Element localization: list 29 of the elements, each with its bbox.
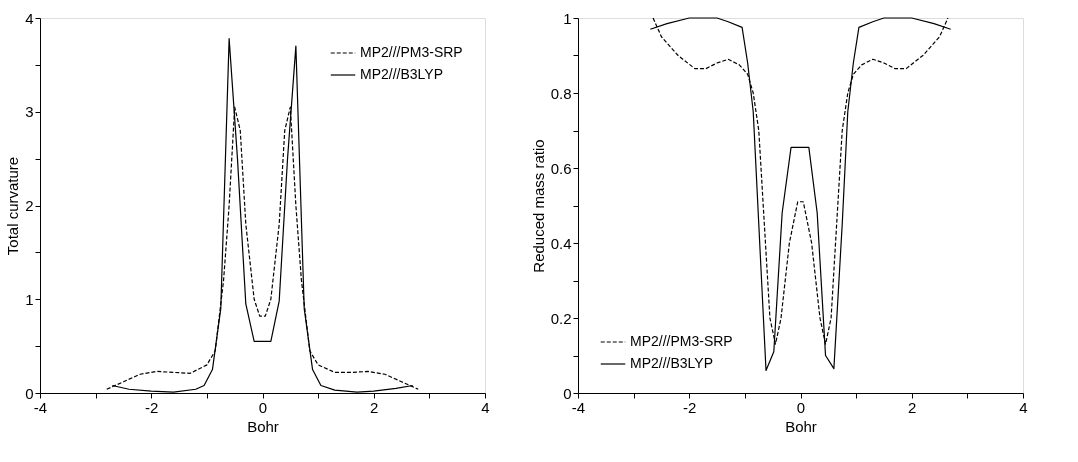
y-tick-label: 0 <box>25 384 34 402</box>
x-tick-label: 4 <box>1019 398 1028 416</box>
legend-label: MP2///PM3-SRP <box>360 44 463 60</box>
x-tick-label: -4 <box>33 398 48 416</box>
x-tick-label: -2 <box>145 398 159 416</box>
y-tick-label: 1 <box>25 290 34 308</box>
y-tick-label: 0.4 <box>550 234 572 252</box>
x-axis-title: Bohr <box>247 417 279 435</box>
x-axis-title: Bohr <box>785 417 817 435</box>
y-tick-label: 0.6 <box>550 159 572 177</box>
x-tick-label: 0 <box>258 398 268 416</box>
x-tick-label: 0 <box>796 398 806 416</box>
y-tick-label: 0.2 <box>550 309 572 327</box>
x-tick-label: 2 <box>370 398 379 416</box>
y-tick-label: 0.8 <box>550 84 572 102</box>
y-tick-label: 2 <box>25 197 34 214</box>
y-axis-title: Total curvature <box>4 156 22 256</box>
x-tick-label: 4 <box>481 398 490 416</box>
legend-label: MP2///PM3-SRP <box>630 333 733 349</box>
y-tick-label: 0 <box>563 384 572 402</box>
y-tick-label: 1 <box>563 9 572 27</box>
x-tick-label: -4 <box>571 398 586 416</box>
legend-label: MP2///B3LYP <box>360 66 444 82</box>
legend-label: MP2///B3LYP <box>630 355 714 371</box>
x-tick-label: 2 <box>908 398 917 416</box>
x-tick-label: -2 <box>683 398 697 416</box>
y-axis-title: Reduced mass ratio <box>529 139 547 273</box>
y-tick-label: 3 <box>25 103 34 121</box>
y-tick-label: 4 <box>25 9 34 27</box>
